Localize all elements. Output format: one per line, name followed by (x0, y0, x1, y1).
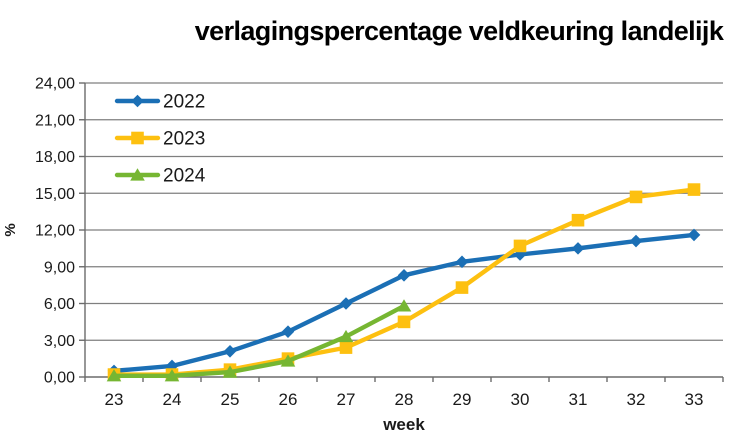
series-2023-point (455, 281, 469, 294)
legend-marker-2023 (131, 131, 144, 145)
series-2023-point (397, 315, 411, 329)
y-tick-label: 12,00 (35, 223, 75, 240)
y-tick-label: 18,00 (35, 149, 75, 166)
legend-label-2022: 2022 (163, 92, 205, 113)
y-tick-label: 3,00 (44, 333, 75, 350)
series-2023-point (571, 213, 585, 227)
series-2024-point (106, 369, 122, 382)
series-2024-point (164, 369, 180, 382)
series-2023-point (687, 183, 701, 196)
series-2024-line (111, 303, 407, 378)
series-2022-point (513, 248, 527, 261)
y-tick-label: 21,00 (35, 112, 75, 129)
y-tick-label: 24,00 (35, 76, 75, 93)
x-axis-title: week (382, 415, 425, 434)
series-2022-point (455, 255, 469, 269)
y-tick-label: 9,00 (44, 259, 75, 276)
series-2024-point (222, 365, 238, 378)
series-2024-point (338, 329, 354, 343)
series-2023-point (629, 190, 643, 204)
x-tick-label: 28 (395, 390, 414, 409)
legend-marker-2024 (130, 168, 145, 181)
series-2022-point (339, 297, 353, 310)
x-tick-label: 23 (105, 390, 124, 409)
x-tick-label: 30 (511, 390, 530, 409)
x-tick-label: 32 (627, 390, 646, 409)
series-2024-point (280, 354, 296, 367)
legend-label-2023: 2023 (163, 129, 205, 150)
x-tick-label: 26 (279, 390, 298, 409)
legend-marker-2022 (131, 94, 144, 108)
series-2022-point (223, 344, 237, 358)
y-tick-label: 15,00 (35, 186, 75, 203)
series-2023-line (111, 187, 697, 377)
series-2022-point (629, 234, 643, 248)
series-2022-point (571, 242, 585, 255)
x-tick-label: 24 (163, 390, 182, 409)
legend-label-2024: 2024 (163, 166, 206, 187)
series-2023-point (339, 341, 353, 354)
x-tick-label: 29 (453, 390, 472, 409)
series-2024-point (396, 299, 412, 312)
y-tick-label: 6,00 (44, 296, 75, 313)
x-tick-label: 33 (685, 390, 704, 409)
y-axis-title: % (2, 223, 19, 236)
series-2022-point (281, 325, 295, 338)
series-2022-point (397, 269, 411, 282)
x-tick-label: 25 (221, 390, 240, 409)
series-2022-point (687, 228, 701, 242)
x-tick-label: 27 (337, 390, 356, 409)
series-2023-point (513, 239, 527, 253)
chart-title: verlagingspercentage veldkeuring landeli… (194, 16, 724, 46)
x-tick-label: 31 (569, 390, 588, 409)
y-tick-label: 0,00 (44, 370, 75, 387)
